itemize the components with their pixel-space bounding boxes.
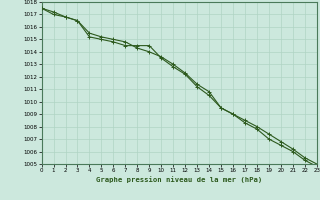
- X-axis label: Graphe pression niveau de la mer (hPa): Graphe pression niveau de la mer (hPa): [96, 176, 262, 183]
